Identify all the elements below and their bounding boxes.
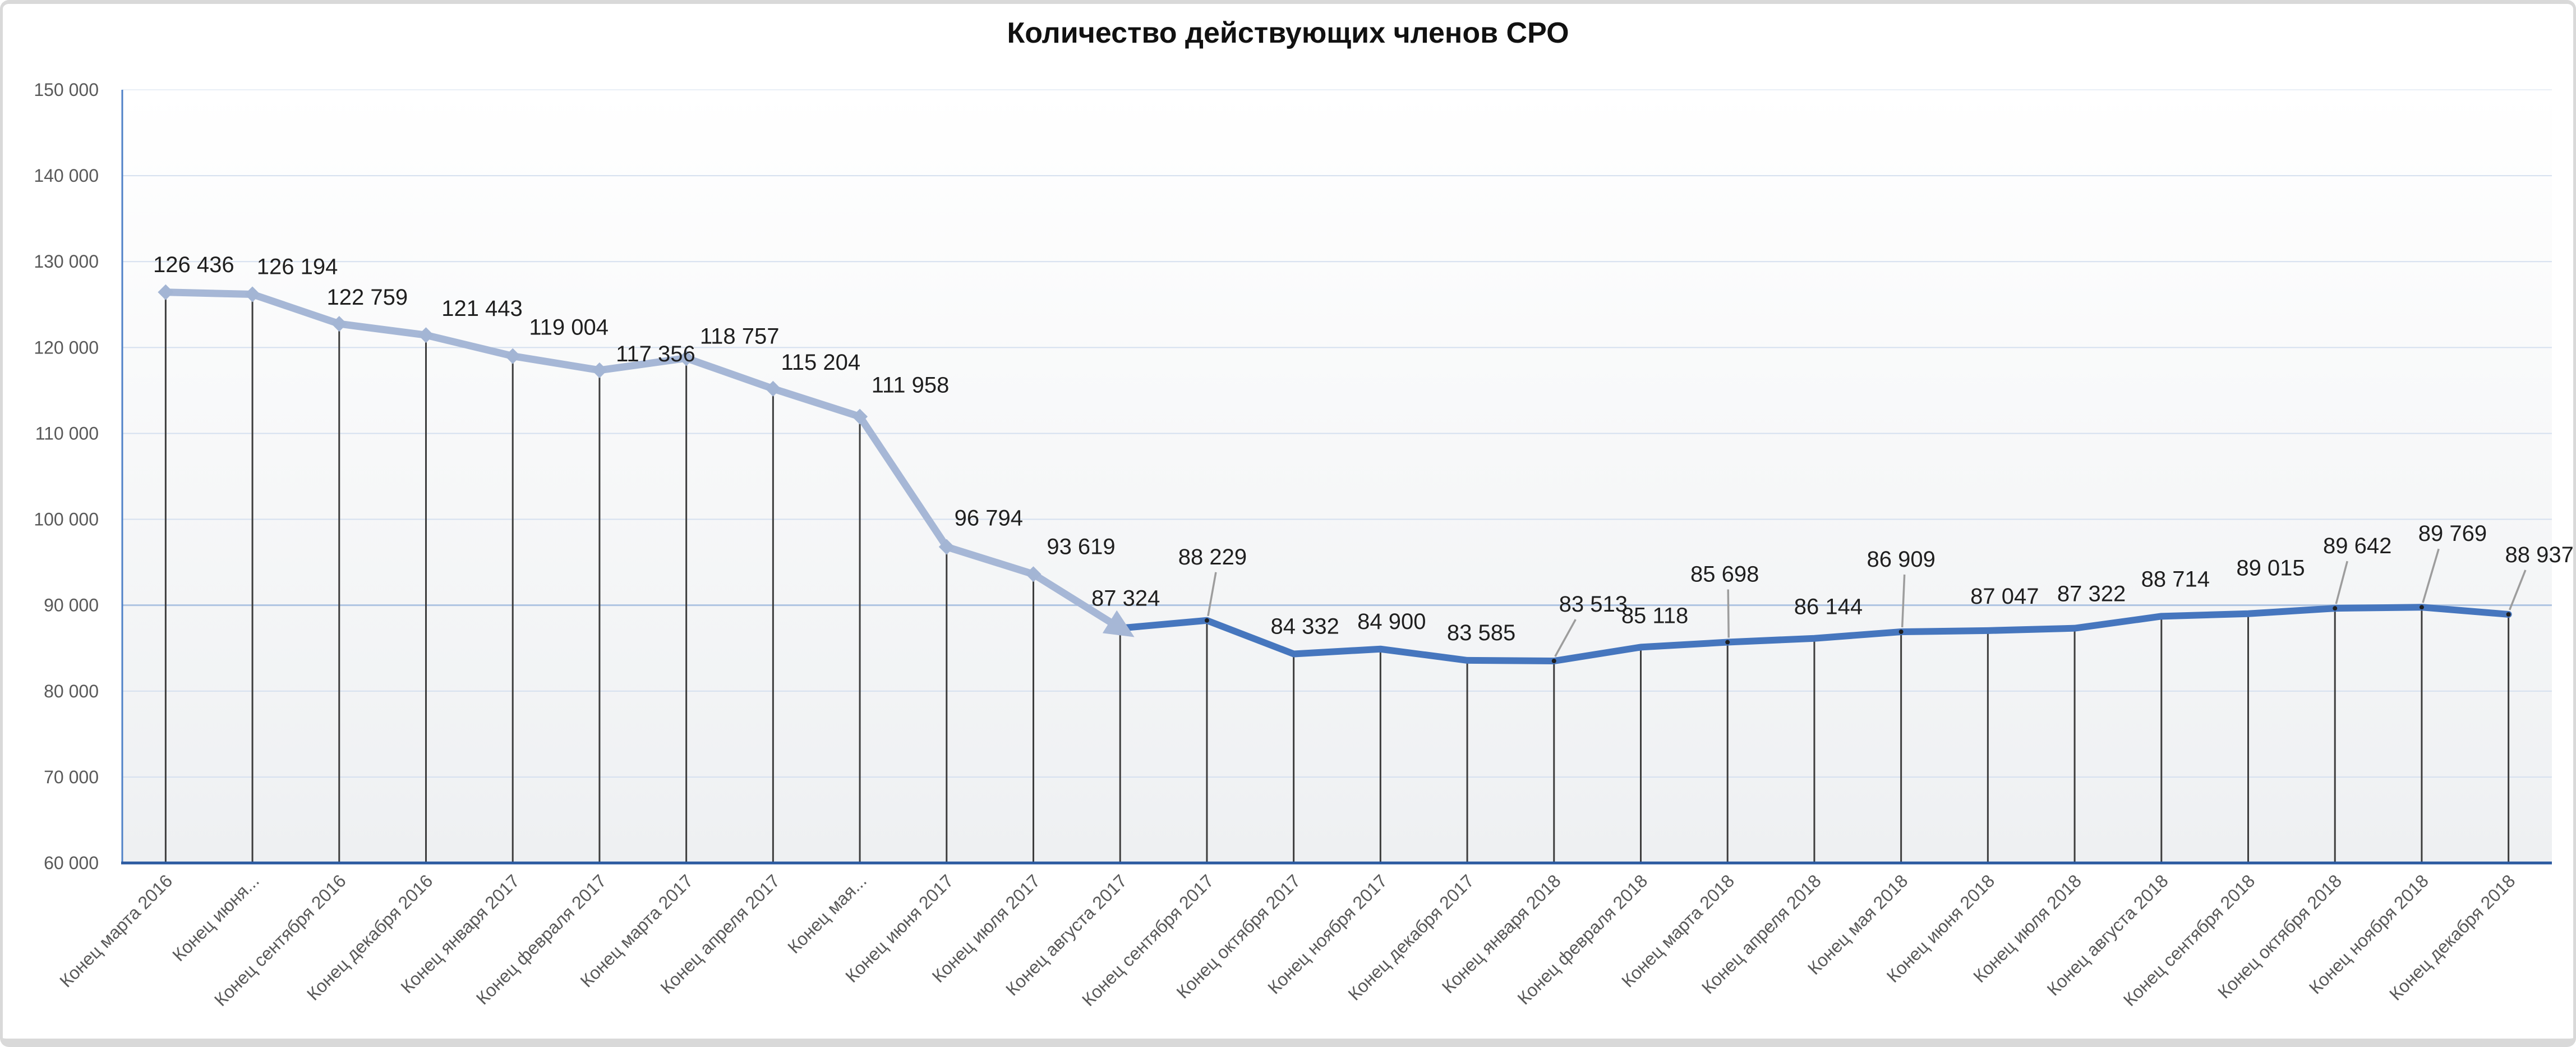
data-label: 87 047 bbox=[1970, 584, 2039, 609]
data-label: 88 229 bbox=[1178, 545, 1247, 570]
series-line-late bbox=[1117, 604, 2512, 664]
data-label: 86 144 bbox=[1794, 595, 1863, 619]
x-axis-tick-label: Конец июня... bbox=[168, 870, 263, 965]
data-label: 84 332 bbox=[1270, 614, 1339, 639]
diamond-marker bbox=[331, 316, 347, 332]
diamond-marker bbox=[505, 348, 521, 364]
data-label: 118 757 bbox=[700, 324, 780, 348]
data-label: 84 900 bbox=[1357, 609, 1426, 634]
data-label: 83 513 bbox=[1559, 592, 1628, 617]
diamond-marker bbox=[765, 380, 781, 397]
label-leader-line bbox=[2509, 570, 2527, 610]
data-label: 87 322 bbox=[2057, 582, 2126, 607]
data-label: 115 204 bbox=[781, 350, 861, 375]
diamond-marker bbox=[418, 327, 434, 343]
data-label: 88 937 bbox=[2505, 543, 2573, 567]
leader-anchor-dot bbox=[1898, 629, 1904, 634]
x-axis-tick-label: Конец марта 2016 bbox=[56, 870, 176, 991]
data-label: 111 958 bbox=[872, 373, 950, 397]
data-label: 83 585 bbox=[1447, 621, 1515, 645]
data-label: 119 004 bbox=[529, 315, 609, 340]
data-label: 117 356 bbox=[616, 342, 695, 366]
data-label: 85 118 bbox=[1621, 603, 1688, 628]
chart-title: Количество действующих членов СРО bbox=[1007, 17, 1569, 49]
label-leader-line bbox=[1554, 619, 1577, 657]
y-axis-tick-label: 150 000 bbox=[34, 80, 99, 100]
y-axis-tick-label: 70 000 bbox=[44, 767, 99, 787]
label-leader-line bbox=[2335, 561, 2348, 604]
diamond-marker bbox=[591, 362, 607, 378]
line-chart: 150 000 140 000 130 000 120 000 110 000 100 0… bbox=[34, 80, 2573, 1010]
y-axis-tick-label: 100 000 bbox=[34, 509, 99, 530]
data-label: 126 436 bbox=[153, 252, 234, 277]
data-label: 85 698 bbox=[1690, 562, 1759, 587]
data-label: 89 769 bbox=[2418, 521, 2487, 546]
leader-anchor-dot bbox=[1725, 640, 1730, 645]
diamond-marker bbox=[938, 539, 955, 555]
data-label: 122 759 bbox=[326, 285, 408, 310]
y-axis-tick-label: 120 000 bbox=[34, 337, 99, 357]
series-line-early bbox=[162, 288, 1124, 632]
plot-area bbox=[122, 90, 2552, 863]
leader-anchor-dot bbox=[2333, 606, 2338, 611]
leader-anchor-dot bbox=[2506, 612, 2511, 617]
diamond-marker bbox=[852, 408, 868, 425]
diamond-marker bbox=[1025, 566, 1042, 582]
diamond-marker bbox=[678, 350, 694, 366]
y-axis-tick-label: 60 000 bbox=[44, 853, 99, 873]
x-axis-tick-label: Конец мая... bbox=[784, 870, 870, 957]
data-label: 86 909 bbox=[1867, 547, 1935, 572]
data-label: 126 194 bbox=[257, 254, 338, 279]
data-label: 87 324 bbox=[1091, 586, 1160, 611]
label-leader-line bbox=[1207, 572, 1217, 617]
data-label: 89 015 bbox=[2236, 556, 2305, 581]
y-axis-tick-label: 90 000 bbox=[44, 595, 99, 616]
label-leader-line bbox=[1901, 574, 1906, 628]
y-axis-tick-label: 140 000 bbox=[34, 166, 99, 186]
diamond-marker bbox=[245, 286, 261, 302]
y-axis-tick-label: 110 000 bbox=[35, 423, 99, 443]
data-label: 96 794 bbox=[955, 506, 1023, 531]
data-label: 93 619 bbox=[1047, 534, 1115, 559]
data-label: 88 714 bbox=[2141, 567, 2210, 591]
data-label: 89 642 bbox=[2323, 534, 2391, 558]
data-label: 121 443 bbox=[441, 296, 523, 321]
diamond-marker bbox=[158, 284, 174, 300]
leader-anchor-dot bbox=[1204, 618, 1209, 623]
leader-anchor-dot bbox=[1551, 658, 1556, 663]
y-axis-tick-label: 80 000 bbox=[44, 681, 99, 701]
label-leader-line bbox=[1727, 589, 1730, 638]
label-leader-line bbox=[2422, 548, 2440, 603]
leader-anchor-dot bbox=[2419, 605, 2424, 610]
series-arrow-cap bbox=[1102, 610, 1135, 637]
y-axis-tick-label: 130 000 bbox=[34, 251, 99, 272]
